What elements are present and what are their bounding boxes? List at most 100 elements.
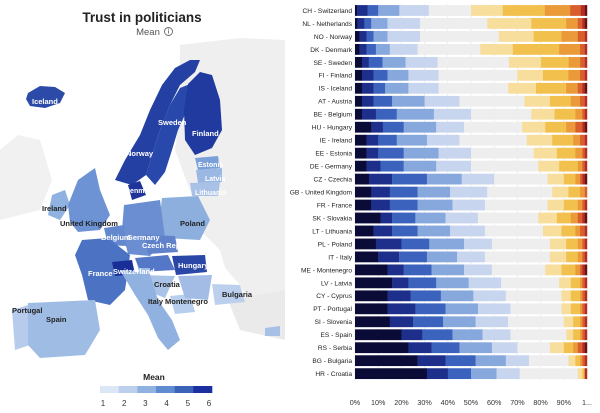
- bar-segment[interactable]: [433, 108, 472, 120]
- bar-segment[interactable]: [580, 303, 583, 315]
- bar-segment[interactable]: [417, 355, 446, 367]
- bar-segment[interactable]: [385, 82, 409, 94]
- bar-segment[interactable]: [366, 31, 374, 42]
- bar-segment[interactable]: [355, 342, 409, 354]
- bar-segment[interactable]: [568, 69, 581, 81]
- bar-segment[interactable]: [584, 43, 588, 55]
- bar-segment[interactable]: [422, 329, 453, 341]
- bar-segment[interactable]: [566, 251, 578, 263]
- bar-segment[interactable]: [429, 238, 465, 250]
- bar-segment[interactable]: [355, 355, 418, 367]
- bar-segment[interactable]: [575, 108, 583, 120]
- bar-segment[interactable]: [542, 69, 569, 81]
- bar-segment[interactable]: [582, 108, 585, 120]
- bar-segment[interactable]: [582, 121, 585, 133]
- country-iceland[interactable]: [26, 86, 65, 108]
- country-austria[interactable]: [135, 255, 175, 272]
- bar-segment[interactable]: [484, 225, 544, 237]
- bar-segment[interactable]: [580, 329, 583, 341]
- bar-segment[interactable]: [371, 121, 384, 133]
- bar-segment[interactable]: [549, 95, 571, 107]
- bar-segment[interactable]: [403, 147, 439, 159]
- bar-segment[interactable]: [355, 82, 363, 94]
- bar-segment[interactable]: [355, 290, 388, 302]
- bar-segment[interactable]: [582, 290, 585, 302]
- bar-segment[interactable]: [577, 18, 583, 29]
- bar-segment[interactable]: [392, 277, 409, 289]
- bar-segment[interactable]: [582, 147, 585, 159]
- bar-segment[interactable]: [498, 31, 534, 42]
- bar-segment[interactable]: [535, 82, 567, 94]
- bar-segment[interactable]: [392, 225, 418, 237]
- bar-segment[interactable]: [582, 264, 585, 276]
- bar-segment[interactable]: [459, 95, 525, 107]
- bar-segment[interactable]: [541, 56, 569, 68]
- country-bulgaria[interactable]: [212, 284, 245, 305]
- bar-segment[interactable]: [387, 31, 421, 42]
- bar-segment[interactable]: [417, 225, 451, 237]
- bar-segment[interactable]: [544, 5, 571, 16]
- bar-segment[interactable]: [355, 43, 360, 55]
- bar-segment[interactable]: [431, 264, 465, 276]
- bar-segment[interactable]: [566, 18, 578, 29]
- bar-segment[interactable]: [487, 18, 532, 29]
- bar-segment[interactable]: [355, 212, 381, 224]
- bar-segment[interactable]: [401, 329, 423, 341]
- bar-segment[interactable]: [477, 303, 511, 315]
- country-denmark[interactable]: [128, 181, 146, 200]
- bar-segment[interactable]: [573, 316, 581, 328]
- bar-segment[interactable]: [577, 238, 583, 250]
- bar-segment[interactable]: [355, 368, 428, 380]
- bar-segment[interactable]: [584, 18, 588, 29]
- bar-segment[interactable]: [445, 303, 479, 315]
- bar-segment[interactable]: [496, 368, 520, 380]
- bar-segment[interactable]: [584, 290, 588, 302]
- bar-segment[interactable]: [575, 121, 583, 133]
- bar-segment[interactable]: [473, 290, 506, 302]
- bar-segment[interactable]: [436, 121, 465, 133]
- bar-segment[interactable]: [392, 95, 425, 107]
- bar-segment[interactable]: [436, 160, 472, 172]
- bar-segment[interactable]: [408, 342, 432, 354]
- bar-segment[interactable]: [382, 56, 406, 68]
- bar-segment[interactable]: [570, 5, 581, 16]
- bar-segment[interactable]: [563, 342, 574, 354]
- bar-segment[interactable]: [464, 264, 493, 276]
- bar-segment[interactable]: [580, 264, 583, 276]
- bar-segment[interactable]: [549, 238, 567, 250]
- bar-segment[interactable]: [417, 186, 451, 198]
- bar-segment[interactable]: [573, 134, 581, 146]
- bar-segment[interactable]: [375, 43, 390, 55]
- bar-segment[interactable]: [396, 108, 435, 120]
- bar-segment[interactable]: [584, 251, 588, 263]
- bar-segment[interactable]: [447, 368, 472, 380]
- bar-segment[interactable]: [566, 82, 578, 94]
- bar-segment[interactable]: [438, 82, 509, 94]
- country-portugal[interactable]: [12, 305, 30, 350]
- bar-segment[interactable]: [491, 238, 551, 250]
- bar-segment[interactable]: [461, 173, 495, 185]
- bar-segment[interactable]: [471, 108, 532, 120]
- country-cyprus[interactable]: [265, 326, 280, 336]
- bar-segment[interactable]: [577, 342, 583, 354]
- bar-segment[interactable]: [584, 121, 588, 133]
- bar-segment[interactable]: [582, 368, 585, 380]
- bar-segment[interactable]: [559, 43, 581, 55]
- bar-segment[interactable]: [519, 368, 578, 380]
- bar-segment[interactable]: [545, 121, 567, 133]
- bar-segment[interactable]: [366, 147, 379, 159]
- bar-segment[interactable]: [580, 290, 583, 302]
- bar-segment[interactable]: [582, 199, 585, 211]
- bar-segment[interactable]: [355, 225, 374, 237]
- bar-segment[interactable]: [582, 303, 585, 315]
- bar-segment[interactable]: [378, 5, 400, 16]
- bar-segment[interactable]: [582, 277, 585, 289]
- bar-segment[interactable]: [575, 173, 581, 185]
- bar-segment[interactable]: [371, 186, 390, 198]
- bar-segment[interactable]: [563, 199, 578, 211]
- bar-segment[interactable]: [403, 264, 432, 276]
- bar-segment[interactable]: [510, 329, 567, 341]
- bar-segment[interactable]: [355, 95, 363, 107]
- bar-segment[interactable]: [438, 69, 518, 81]
- bar-segment[interactable]: [450, 186, 488, 198]
